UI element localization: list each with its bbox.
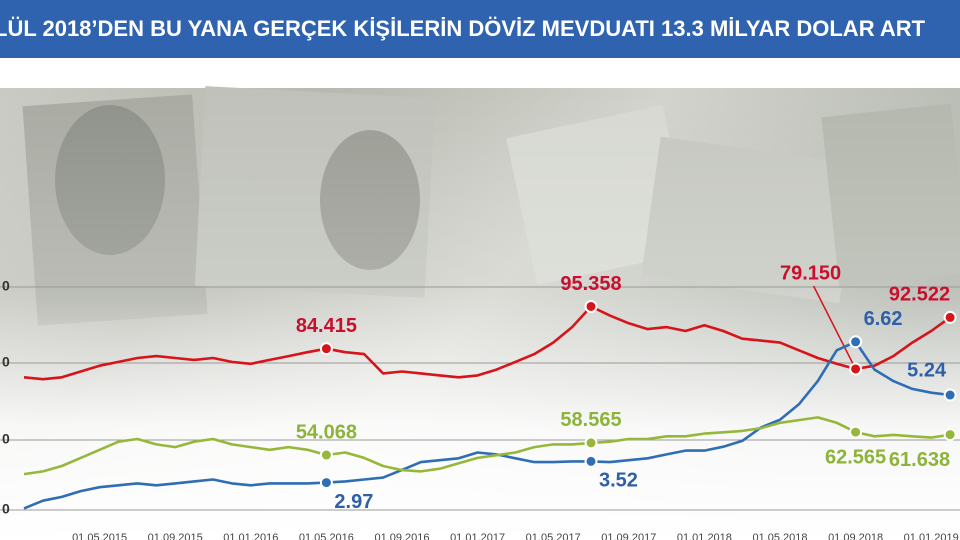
x-tick-label: 01.05.2015 <box>72 532 127 540</box>
data-label: 62.565 <box>825 446 886 468</box>
x-tick-label: 01.05.2016 <box>299 532 354 540</box>
data-point <box>584 454 598 468</box>
y-axis-label: 0 <box>2 354 10 370</box>
data-label: 95.358 <box>560 273 621 295</box>
data-label: 92.522 <box>889 284 950 306</box>
y-axis-label: 0 <box>2 501 10 517</box>
data-point <box>319 476 333 490</box>
data-point <box>849 335 863 349</box>
data-point <box>943 388 957 402</box>
x-tick-label: 01.01.2018 <box>677 532 732 540</box>
data-point <box>319 342 333 356</box>
data-label: 5.24 <box>907 359 947 381</box>
banknote-photo <box>0 86 960 540</box>
x-tick-label: 01.09.2016 <box>374 532 429 540</box>
y-axis-label: 0 <box>2 278 10 294</box>
series-line <box>23 340 951 510</box>
data-label: 79.150 <box>780 262 841 284</box>
data-label: 54.068 <box>296 421 357 443</box>
data-point <box>943 310 957 324</box>
x-tick-label: 01.01.2016 <box>223 532 278 540</box>
series-line <box>23 416 951 476</box>
title-bar <box>0 0 960 58</box>
x-tick-label: 01.05.2018 <box>752 532 807 540</box>
x-tick-label: 01.09.2017 <box>601 532 656 540</box>
data-label: 61.638 <box>889 449 950 471</box>
data-point <box>849 425 863 439</box>
data-label: 58.565 <box>560 409 621 431</box>
data-point <box>849 362 863 376</box>
x-tick-label: 01.09.2015 <box>148 532 203 540</box>
leader-line <box>812 285 857 370</box>
data-label: 6.62 <box>864 308 903 330</box>
x-tick-label: 01.05.2017 <box>526 532 581 540</box>
chart-title: LÜL 2018’DEN BU YANA GERÇEK KİŞİLERİN DÖ… <box>0 16 926 41</box>
x-tick-label: 01.01.2017 <box>450 532 505 540</box>
y-axis-label: 0 <box>2 431 10 447</box>
data-point <box>584 299 598 313</box>
plot: 0 0 0 0 01.05.2015 01.09.2015 01.01.2016 01.05.… <box>0 262 960 540</box>
series-line <box>23 305 951 381</box>
x-tick-label: 01.01.2019 <box>904 532 959 540</box>
x-tick-label: 01.09.2018 <box>828 532 883 540</box>
data-label: 2.97 <box>334 491 373 513</box>
data-point <box>319 448 333 462</box>
data-label: 84.415 <box>296 315 357 337</box>
data-point <box>584 436 598 450</box>
data-label: 3.52 <box>599 470 638 492</box>
data-point <box>943 428 957 442</box>
